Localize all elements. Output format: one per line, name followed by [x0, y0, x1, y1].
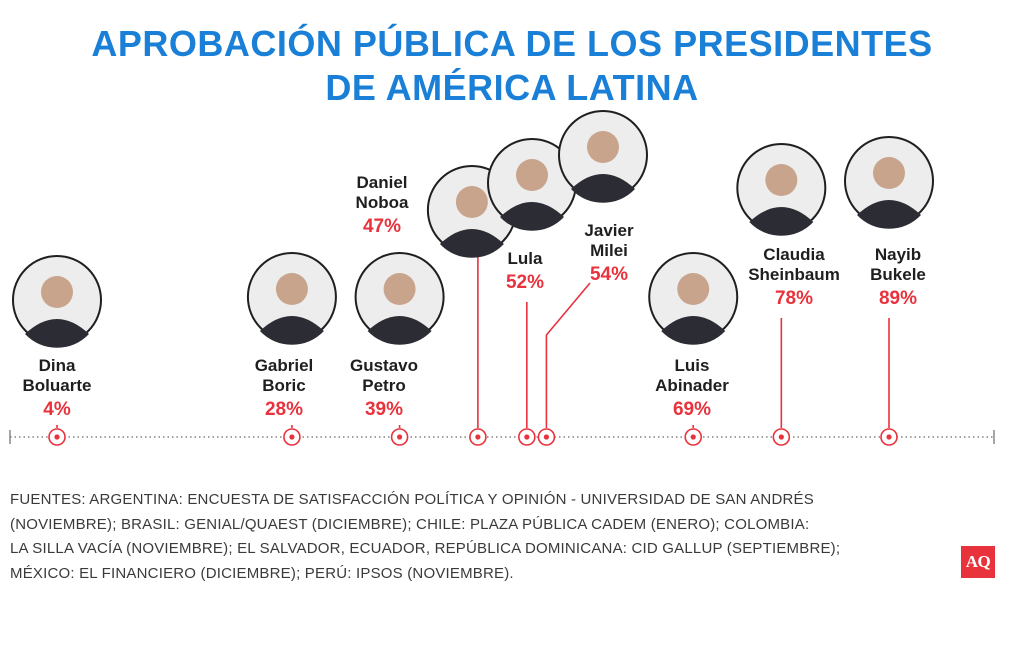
- point-marker-dot: [289, 434, 295, 440]
- timeline-point: Lula 52%: [487, 138, 577, 446]
- sources-line-1: FUENTES: ARGENTINA: ENCUESTA DE SATISFAC…: [10, 491, 814, 508]
- sources-line-4: MÉXICO: EL FINANCIERO (DICIEMBRE); PERÚ:…: [10, 564, 514, 582]
- point-name-label: Lula: [508, 249, 543, 268]
- point-name-label: Petro: [362, 376, 405, 395]
- point-marker-dot: [475, 434, 481, 440]
- point-name-label: Bukele: [870, 265, 926, 284]
- point-name-label: Claudia: [763, 245, 825, 264]
- sources-line-2: (NOVIEMBRE); BRASIL: GENIAL/QUAEST (DICI…: [10, 515, 810, 533]
- portrait-photo: [648, 252, 739, 345]
- point-value-label: 28%: [265, 399, 303, 420]
- portrait-photo: [558, 110, 648, 203]
- point-marker-dot: [886, 434, 892, 440]
- point-name-label: Gustavo: [350, 356, 418, 375]
- chart-title: APROBACIÓN PÚBLICA DE LOS PRESIDENTES DE…: [0, 22, 1024, 110]
- point-name-label: Daniel: [356, 173, 407, 192]
- point-value-label: 78%: [775, 288, 813, 309]
- point-name-label: Nayib: [875, 245, 921, 264]
- point-name-label: Boluarte: [23, 376, 92, 395]
- point-marker-dot: [54, 434, 60, 440]
- point-value-label: 47%: [363, 216, 401, 237]
- portrait-photo: [844, 136, 934, 229]
- point-value-label: 69%: [673, 399, 711, 420]
- point-name-label: Boric: [262, 376, 305, 395]
- point-name-label: Noboa: [356, 193, 409, 212]
- sources-line-3: LA SILLA VACÍA (NOVIEMBRE); EL SALVADOR,…: [10, 540, 841, 557]
- leader-line: [545, 282, 591, 428]
- point-name-label: Luis: [675, 356, 710, 375]
- point-name-label: Dina: [39, 356, 76, 375]
- portrait-photo: [12, 255, 102, 348]
- sources-note: FUENTES: ARGENTINA: ENCUESTA DE SATISFAC…: [10, 488, 910, 586]
- point-name-label: Abinader: [655, 376, 729, 395]
- point-marker-dot: [396, 434, 403, 440]
- point-value-label: 89%: [879, 288, 917, 309]
- point-name-label: Milei: [590, 241, 628, 260]
- point-value-label: 39%: [365, 399, 403, 420]
- point-name-label: Gabriel: [255, 356, 314, 375]
- point-value-label: 4%: [43, 399, 71, 420]
- point-name-label: Javier: [584, 221, 634, 240]
- point-value-label: 52%: [506, 272, 544, 293]
- portrait-photo: [736, 143, 827, 236]
- portrait-photo: [246, 252, 337, 345]
- point-marker-dot: [778, 434, 784, 440]
- point-marker-dot: [524, 434, 530, 440]
- chart-title-line-2: DE AMÉRICA LATINA: [325, 67, 699, 108]
- point-value-label: 54%: [590, 264, 628, 285]
- portrait-photo: [354, 252, 445, 345]
- point-marker-dot: [690, 434, 696, 440]
- point-name-label: Sheinbaum: [748, 265, 840, 284]
- aq-logo: AQ: [961, 546, 995, 578]
- chart-title-line-1: APROBACIÓN PÚBLICA DE LOS PRESIDENTES: [91, 23, 933, 64]
- point-marker-dot: [543, 434, 550, 440]
